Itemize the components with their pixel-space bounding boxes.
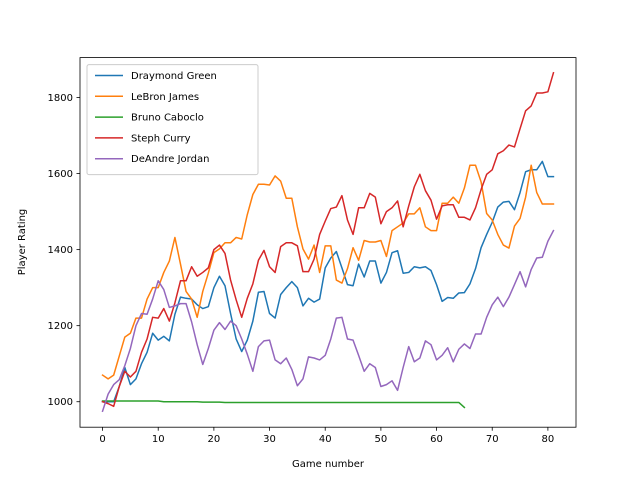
- y-tick-label: 1200: [48, 321, 73, 332]
- series-line-2: [101, 400, 466, 409]
- x-axis-ticks: 0 10 20 30 40 50 60 70 80: [99, 427, 554, 445]
- x-tick-label: 60: [430, 434, 443, 445]
- legend-label-4: DeAndre Jordan: [131, 154, 209, 165]
- y-axis-ticks: 1000 1200 1400 1600 1800: [48, 93, 80, 408]
- legend-label-0: Draymond Green: [131, 71, 217, 82]
- x-tick-label: 10: [152, 434, 165, 445]
- plot-frame: [79, 57, 577, 428]
- x-axis-title: Game number: [292, 459, 365, 470]
- series-line-0: [101, 160, 555, 403]
- y-axis-title: Player Rating: [17, 209, 28, 276]
- y-tick-label: 1800: [48, 93, 73, 104]
- y-tick-label: 1000: [48, 397, 73, 408]
- y-tick-label: 1400: [48, 245, 73, 256]
- x-tick-label: 40: [319, 434, 332, 445]
- legend-label-1: LeBron James: [131, 92, 199, 103]
- x-tick-label: 0: [99, 434, 105, 445]
- y-tick-label: 1600: [48, 169, 73, 180]
- legend-label-2: Bruno Caboclo: [131, 113, 204, 124]
- series-line-1: [101, 164, 555, 380]
- x-tick-label: 20: [208, 434, 221, 445]
- series-line-4: [101, 229, 555, 413]
- x-tick-label: 50: [375, 434, 388, 445]
- legend-label-3: Steph Curry: [131, 133, 191, 144]
- legend-box: [86, 64, 259, 176]
- x-tick-label: 80: [542, 434, 555, 445]
- legend: Draymond Green LeBron James Bruno Caboclo S…: [86, 64, 259, 176]
- series-line-3: [101, 71, 555, 408]
- x-tick-label: 30: [263, 434, 276, 445]
- series-lines: [101, 71, 555, 413]
- x-tick-label: 70: [486, 434, 499, 445]
